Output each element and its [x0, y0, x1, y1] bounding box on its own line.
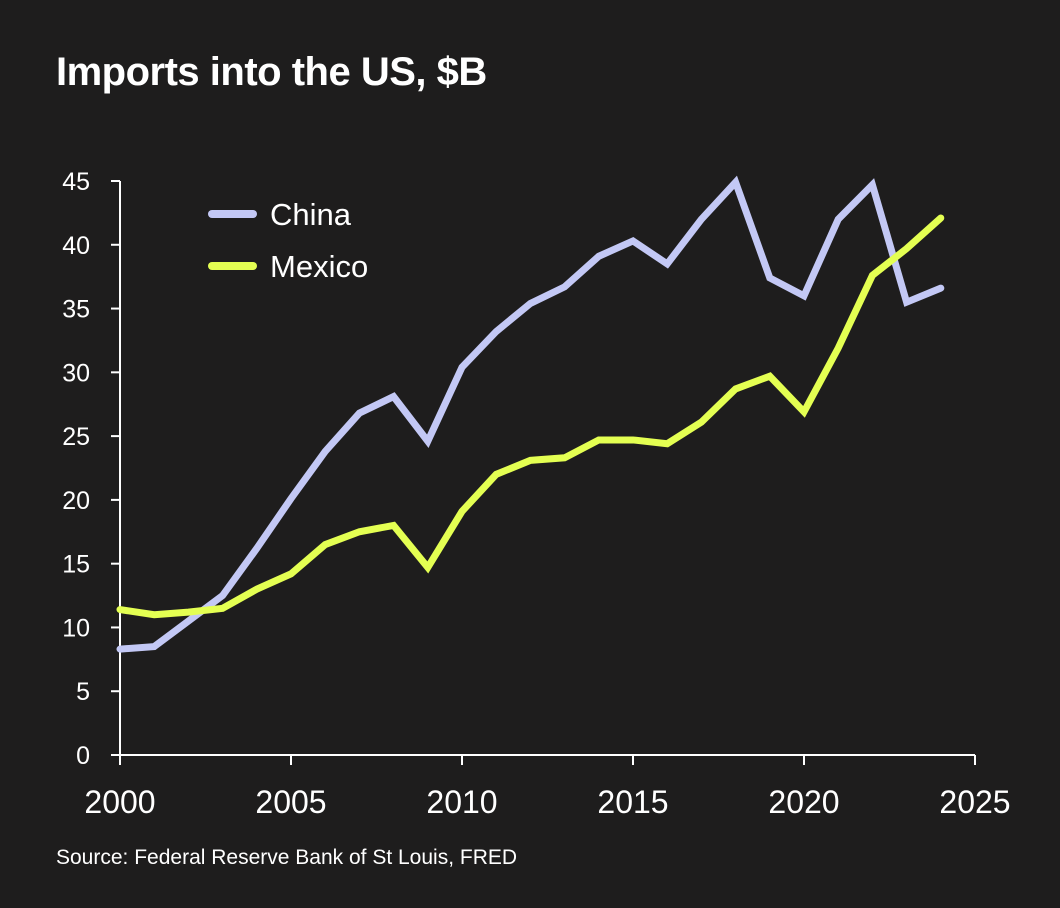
x-tick-label: 2000: [84, 784, 155, 820]
series-line-mexico: [116, 214, 945, 619]
y-tick-label: 20: [62, 487, 90, 515]
y-tick-label: 25: [62, 423, 90, 451]
y-tick-label: 0: [76, 742, 90, 770]
y-tick-label: 35: [62, 296, 90, 324]
source-note: Source: Federal Reserve Bank of St Louis…: [56, 846, 518, 869]
y-tick-label: 30: [62, 359, 90, 387]
x-tick-label: 2015: [597, 784, 668, 820]
legend-label-china: China: [270, 197, 352, 232]
y-tick-label: 5: [76, 678, 90, 706]
x-tick-label: 2025: [939, 784, 1010, 820]
x-tick-label: 2010: [426, 784, 497, 820]
y-tick-label: 45: [62, 168, 90, 196]
series-line-china: [116, 175, 945, 653]
y-tick-label: 15: [62, 551, 90, 579]
y-tick-label: 10: [62, 614, 90, 642]
legend-label-mexico: Mexico: [270, 249, 368, 284]
x-tick-label: 2020: [768, 784, 839, 820]
chart-title: Imports into the US, $B: [56, 50, 487, 94]
y-tick-label: 40: [62, 232, 90, 260]
x-tick-label: 2005: [255, 784, 326, 820]
